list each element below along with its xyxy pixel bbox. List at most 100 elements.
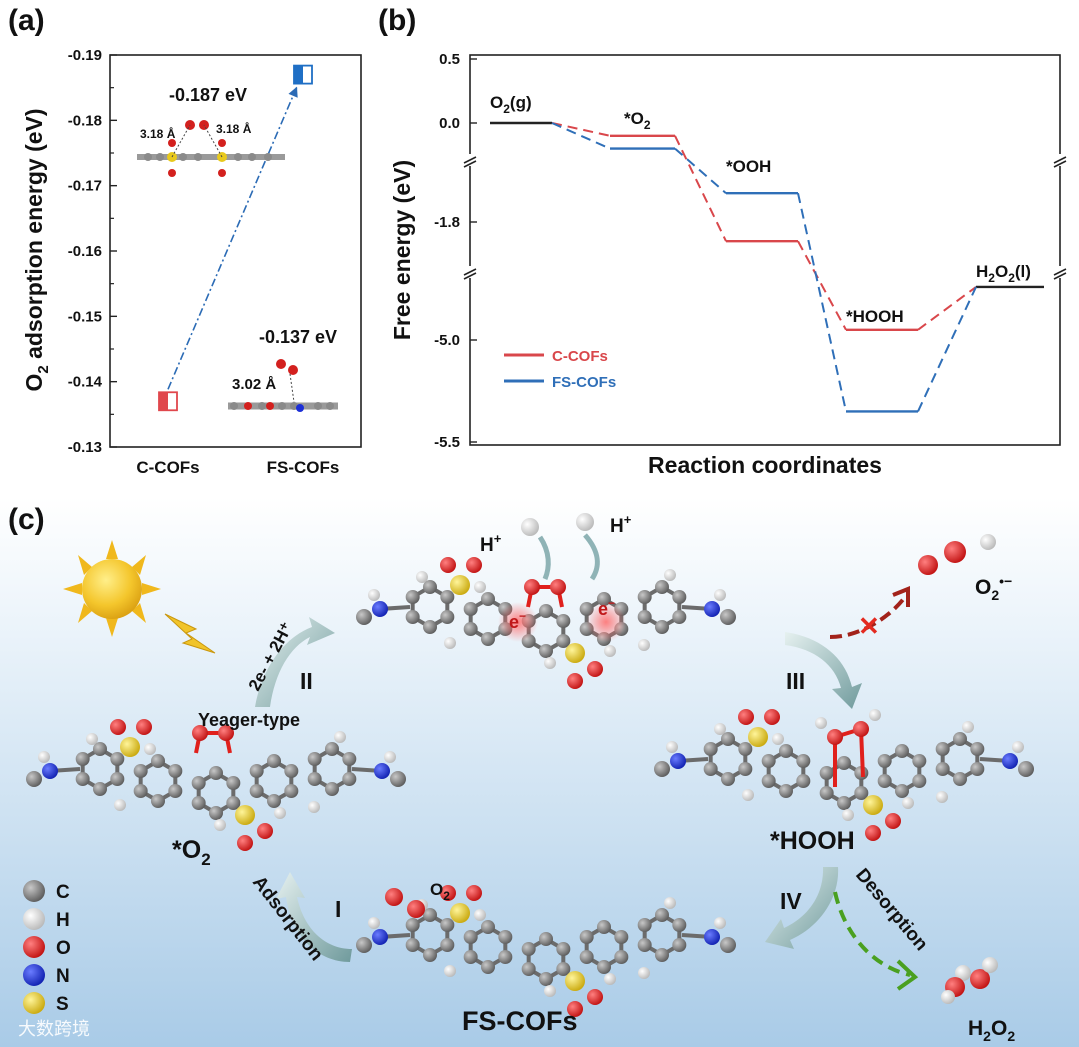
series-1-transition-2	[797, 192, 847, 412]
series-1-transition-0	[551, 122, 611, 150]
sun-icon	[63, 540, 161, 637]
svg-text:3.02 Å: 3.02 Å	[232, 376, 276, 393]
h2o2-molecule	[941, 957, 998, 1004]
chart-a-connector	[167, 86, 298, 390]
chart-a-point-1	[293, 64, 313, 85]
chart-b: 0.5 0.0 -1.8 -5.0 -5.5 Free energy (eV) …	[389, 51, 1067, 478]
chart-a-ytick-label-6: -0.19	[68, 47, 102, 64]
state-o2ads: *O2	[624, 109, 651, 132]
chart-b-yticks: 0.5 0.0 -1.8 -5.0 -5.5	[434, 51, 477, 451]
series-0	[490, 121, 1044, 331]
chart-a-ytick-label-3: -0.16	[68, 243, 102, 260]
molecule-hooh-adsorbed	[654, 709, 1034, 841]
legend-atom-N: N	[23, 964, 70, 987]
step-IV-label: IV	[780, 888, 802, 914]
chart-a-point-0	[158, 391, 178, 412]
lightning-icon	[164, 613, 216, 654]
svg-text:O: O	[56, 938, 71, 959]
legend-atom-H: H	[23, 908, 70, 931]
arrow-step-III	[785, 632, 862, 709]
electron-right-label: e−	[598, 596, 615, 619]
arrow-step-IV	[765, 867, 839, 949]
chart-b-axis-breaks	[463, 154, 1067, 280]
step-I-label: I	[335, 896, 341, 922]
superoxide-molecule	[918, 534, 996, 575]
state-hooh-label: *HOOH	[770, 827, 855, 855]
chart-a-arrowhead	[288, 86, 298, 98]
free-o2-molecule	[385, 888, 425, 918]
superoxide-label: O2•−	[975, 573, 1012, 603]
chart-b-ylabel: Free energy (eV)	[389, 160, 415, 340]
chart-a-ytick-label-0: -0.13	[68, 439, 102, 456]
chart-a-ytick-label-2: -0.15	[68, 308, 102, 325]
legend-atom-C: C	[23, 880, 70, 903]
series-1-transition-1	[674, 147, 727, 194]
chart-a-annot-c-energy: -0.137 eV	[259, 327, 337, 347]
chart-a-ytick-label-5: -0.18	[68, 112, 102, 129]
scheme-c: ✕ e− e− H+ H+ O2•− O2 H2O2 *O2 *HOOH FS-…	[0, 497, 1079, 1047]
state-hooh: *HOOH	[846, 307, 904, 326]
chart-a-ytick-label-4: -0.17	[68, 178, 102, 195]
h2o2-label: H2O2	[968, 1017, 1015, 1044]
state-h2o2: H2O2(l)	[976, 262, 1031, 285]
series-1-transition-3	[917, 286, 977, 412]
chart-a-yticks: -0.13 -0.14 -0.15 -0.16 -0.17 -0.18 -0.19	[68, 47, 117, 456]
state-ooh: *OOH	[726, 157, 771, 176]
series-0-transition-1	[674, 135, 727, 242]
svg-text:N: N	[56, 966, 70, 987]
h-atom-left	[521, 518, 539, 536]
svg-text:C: C	[56, 882, 70, 903]
series-0-transition-3	[917, 286, 977, 331]
chart-b-legend: C-COFs FS-COFs	[504, 348, 616, 391]
panel-c-label: (c)	[8, 503, 45, 536]
chart-a-xtick-c: C-COFs	[136, 458, 199, 477]
series-0-transition-0	[551, 122, 611, 137]
series-1	[551, 122, 977, 413]
state-o2g: O2(g)	[490, 93, 532, 116]
legend-atom-S: S	[23, 992, 69, 1015]
h-atom-right	[576, 513, 594, 531]
h-plus-left: H+	[480, 531, 502, 556]
watermark: 大数跨境	[18, 1019, 90, 1039]
blocked-path-cross: ✕	[858, 611, 880, 641]
svg-text:-5.5: -5.5	[434, 434, 460, 451]
svg-text:3.18 Å: 3.18 Å	[216, 121, 252, 136]
arrow-step-II	[255, 617, 335, 707]
c-cofs-o2-model: 3.02 Å	[228, 359, 338, 412]
electron-glow-right	[586, 602, 626, 642]
molecule-fs-cofs	[356, 885, 736, 1017]
svg-text:0.0: 0.0	[439, 115, 460, 132]
chart-b-xlabel: Reaction coordinates	[648, 452, 882, 478]
legend-fs-label: FS-COFs	[552, 374, 616, 391]
chart-a-ylabel: O2 adsorption energy (eV)	[21, 108, 52, 391]
h-plus-right: H+	[610, 512, 632, 537]
step-II-label: II	[300, 668, 313, 694]
arrow-step-I	[276, 872, 352, 962]
svg-text:-5.0: -5.0	[434, 332, 460, 349]
electron-glow-left	[498, 602, 538, 642]
legend-c-label: C-COFs	[552, 348, 608, 365]
chart-a: -0.13 -0.14 -0.15 -0.16 -0.17 -0.18 -0.19 C-CO…	[21, 47, 362, 477]
chart-a-xtick-fs: FS-COFs	[267, 458, 340, 477]
svg-text:H: H	[56, 910, 70, 931]
step-III-label: III	[786, 668, 805, 694]
svg-text:3.18 Å: 3.18 Å	[140, 126, 176, 141]
fs-cofs-o2-model: 3.18 Å 3.18 Å	[137, 120, 285, 177]
panel-a-label: (a)	[8, 4, 45, 37]
legend-atom-O: O	[23, 936, 71, 959]
chart-a-ytick-label-1: -0.14	[68, 374, 103, 391]
molecule-fs-cofs-o2ads	[26, 719, 406, 851]
chart-b-frame	[469, 54, 1061, 446]
svg-text:-1.8: -1.8	[434, 214, 460, 231]
chart-b-series	[490, 121, 1044, 413]
state-o2star-label: *O2	[172, 836, 211, 869]
series-0-transition-2	[797, 240, 847, 331]
fs-cofs-label: FS-COFs	[462, 1006, 578, 1036]
electron-left-label: e−	[509, 609, 526, 632]
chart-a-annot-fs-energy: -0.187 eV	[169, 85, 247, 105]
yeager-type-label: Yeager-type	[198, 710, 300, 730]
free-o2-label: O2	[430, 880, 450, 903]
svg-text:S: S	[56, 994, 69, 1015]
scheme-background	[0, 497, 1079, 1047]
